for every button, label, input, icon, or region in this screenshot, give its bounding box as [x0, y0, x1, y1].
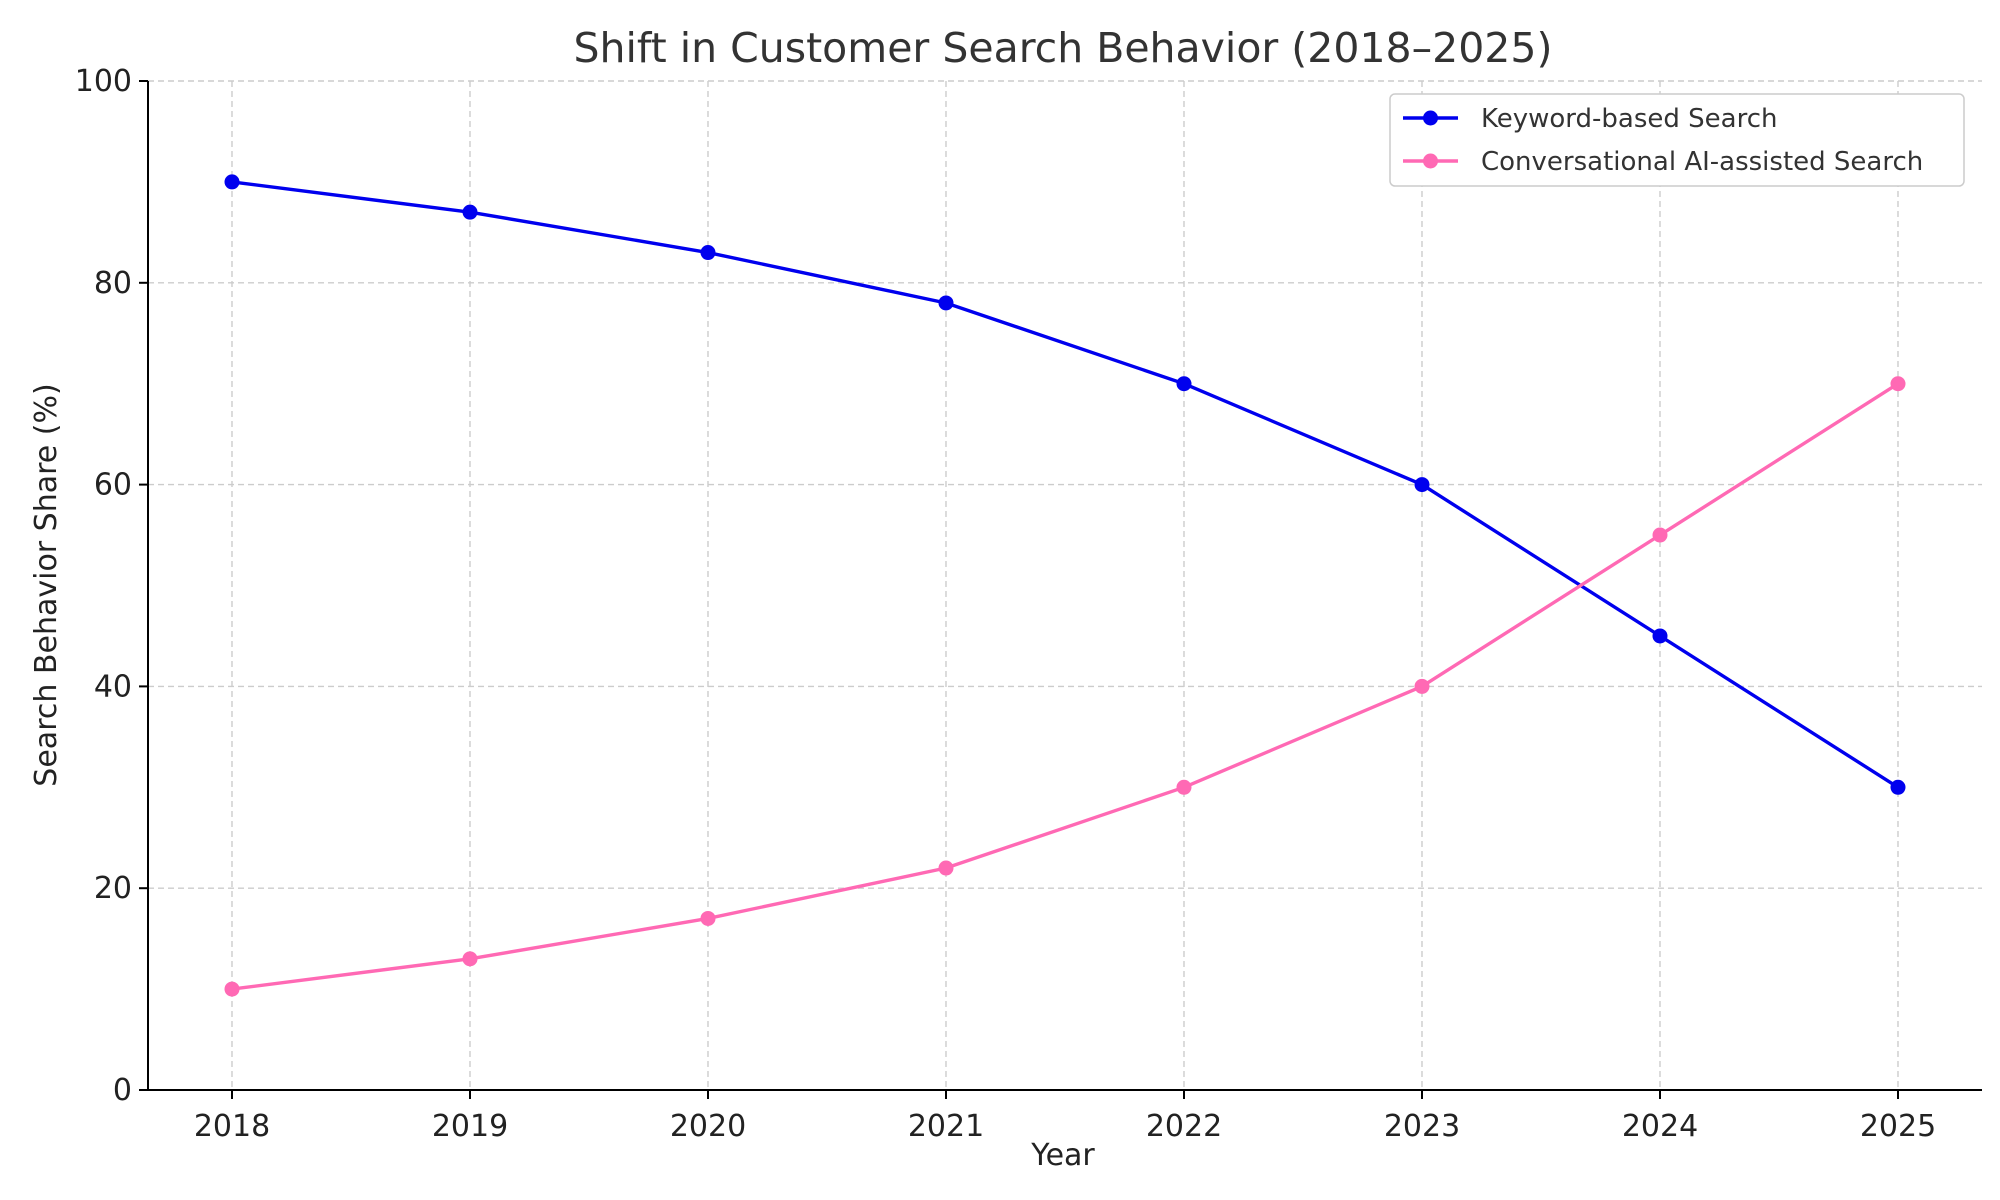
x-tick-label: 2023 — [1384, 1109, 1460, 1144]
y-tick-label: 100 — [75, 64, 132, 99]
y-tick-label: 20 — [94, 871, 132, 906]
data-point — [224, 174, 240, 190]
series-line — [230, 180, 1900, 789]
x-tick-label: 2022 — [1146, 1109, 1222, 1144]
x-tick-label: 2020 — [670, 1109, 746, 1144]
data-point — [700, 910, 716, 926]
data-point — [1652, 628, 1668, 644]
x-tick-label: 2019 — [432, 1109, 508, 1144]
x-tick-label: 2025 — [1860, 1109, 1936, 1144]
x-tick-label: 2021 — [908, 1109, 984, 1144]
y-tick-label: 80 — [94, 266, 132, 301]
axes — [139, 80, 1982, 1099]
tick-labels: 0 20 40 60 80 100 2018 2019 2020 2021 2022 2023 2024… — [75, 64, 1936, 1144]
data-point — [462, 951, 478, 967]
data-point — [1414, 678, 1430, 694]
data-point — [700, 245, 716, 261]
series-conversational-ai-search — [224, 376, 1906, 997]
data-point — [1652, 527, 1668, 543]
data-point — [224, 981, 240, 997]
data-point — [1176, 376, 1192, 392]
legend: Keyword-based Search Conversational AI-as… — [1389, 93, 1965, 187]
series-line — [230, 382, 1900, 991]
legend-label: Conversational AI-assisted Search — [1481, 147, 1923, 177]
x-tick-label: 2024 — [1622, 1109, 1698, 1144]
data-point — [938, 860, 954, 876]
data-point — [938, 295, 954, 311]
legend-marker — [1423, 153, 1438, 169]
data-point — [1890, 779, 1906, 795]
legend-marker — [1423, 110, 1438, 126]
data-point — [1414, 477, 1430, 493]
data-point — [462, 204, 478, 220]
data-point — [1176, 779, 1192, 795]
series-lines — [224, 174, 1906, 997]
y-tick-label: 40 — [94, 669, 132, 704]
x-tick-label: 2018 — [194, 1109, 270, 1144]
y-axis-label: Search Behavior Share (%) — [29, 383, 64, 786]
data-point — [1890, 376, 1906, 392]
grid-lines — [148, 80, 1982, 1090]
x-axis-label: Year — [1030, 1138, 1095, 1173]
chart-title: Shift in Customer Search Behavior (2018–… — [574, 24, 1553, 72]
y-tick-label: 0 — [113, 1073, 132, 1108]
legend-label: Keyword-based Search — [1481, 104, 1778, 134]
series-keyword-based-search — [224, 174, 1906, 795]
y-tick-label: 60 — [94, 468, 132, 503]
legend-box — [1389, 93, 1965, 187]
